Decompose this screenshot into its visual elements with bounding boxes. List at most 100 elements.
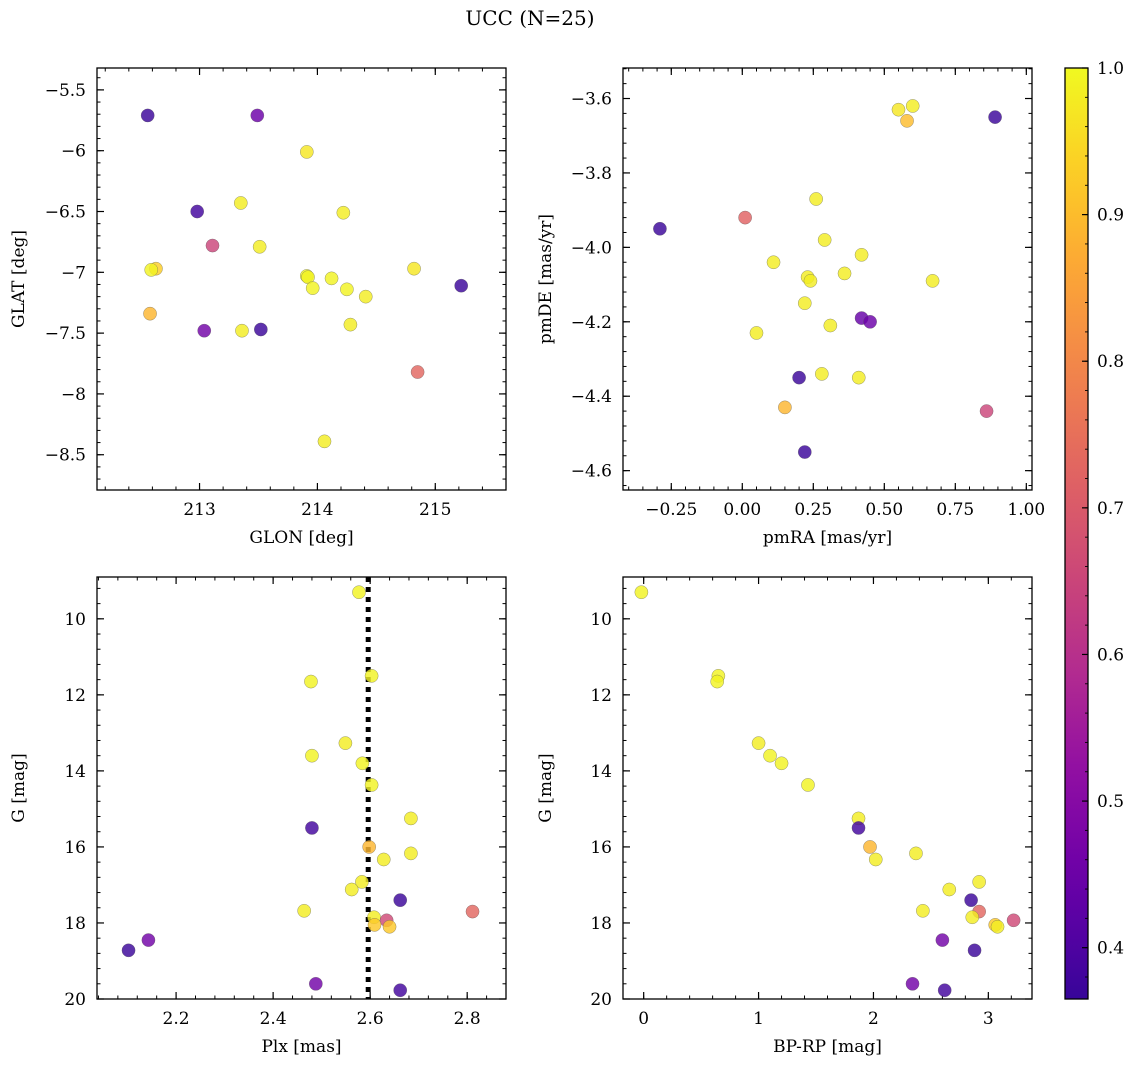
data-point bbox=[634, 585, 649, 600]
data-point bbox=[797, 296, 812, 311]
data-point bbox=[1006, 913, 1021, 928]
y-axis-label: pmDE [mas/yr] bbox=[536, 214, 556, 344]
y-tick-label: −8 bbox=[61, 385, 86, 405]
data-point bbox=[336, 205, 351, 220]
y-tick-label: −7.5 bbox=[45, 324, 86, 344]
data-point bbox=[299, 145, 314, 159]
x-axis-label: pmRA [mas/yr] bbox=[763, 528, 892, 548]
data-point bbox=[362, 840, 377, 854]
x-tick-label: 2 bbox=[868, 1009, 879, 1029]
data-point bbox=[465, 904, 480, 919]
data-point bbox=[965, 910, 980, 925]
y-tick-label: −6 bbox=[61, 142, 86, 162]
x-tick-label: 0 bbox=[638, 1009, 649, 1029]
data-point bbox=[801, 778, 815, 792]
data-point bbox=[393, 983, 408, 998]
data-point bbox=[144, 263, 159, 277]
data-point bbox=[905, 976, 920, 991]
data-point bbox=[803, 274, 818, 288]
y-tick-label: −4.4 bbox=[571, 387, 612, 407]
x-tick-label: 1.00 bbox=[1007, 500, 1045, 520]
y-tick-label: −4.0 bbox=[571, 238, 612, 258]
data-point bbox=[364, 778, 379, 792]
data-point bbox=[141, 933, 156, 947]
data-point bbox=[344, 882, 359, 897]
y-tick-label: −5.5 bbox=[45, 81, 86, 101]
scatter-panel-2: −0.25 0.00 0.25 0.50 0.75 1.00 −3.6 −3.8 −4.0 −4.… bbox=[536, 67, 1045, 548]
data-point bbox=[738, 210, 752, 225]
data-point bbox=[338, 736, 353, 750]
colorbar-tick-label: 0.6 bbox=[1097, 645, 1124, 665]
data-point bbox=[916, 903, 930, 918]
figure-title: UCC (N=25) bbox=[465, 6, 595, 30]
data-point bbox=[942, 882, 957, 897]
data-point bbox=[235, 323, 249, 338]
x-tick-label: 2.2 bbox=[163, 1009, 190, 1029]
y-tick-label: −4.6 bbox=[571, 462, 612, 482]
data-point bbox=[778, 400, 792, 415]
data-point bbox=[935, 933, 950, 947]
plot-frame bbox=[96, 576, 507, 1000]
scatter-panel-1: 213 214 215 −5.5 −6 −6.5 −7 −7.5 −8 −8.5 GLON [deg… bbox=[9, 67, 507, 548]
data-point bbox=[317, 434, 332, 449]
data-point bbox=[823, 318, 838, 333]
x-tick-label: 0.50 bbox=[865, 500, 903, 520]
y-tick-label: −8.5 bbox=[45, 446, 86, 466]
plot-frame bbox=[622, 67, 1033, 491]
data-point bbox=[233, 196, 248, 210]
data-point bbox=[250, 108, 265, 123]
data-point bbox=[340, 282, 354, 297]
data-point bbox=[851, 370, 866, 385]
y-tick-label: 12 bbox=[64, 686, 86, 706]
data-point bbox=[905, 99, 920, 113]
data-point bbox=[393, 893, 408, 908]
colorbar-tick-label: 0.8 bbox=[1097, 352, 1124, 372]
data-point bbox=[967, 943, 982, 958]
x-tick-label: 2.6 bbox=[357, 1009, 384, 1029]
x-tick-label: 0.75 bbox=[936, 500, 974, 520]
data-point bbox=[990, 919, 1005, 934]
data-point bbox=[809, 192, 823, 206]
scatter-panel-3: 2.2 2.4 2.6 2.8 10 12 14 16 18 20 Plx [mas] G [mag] bbox=[9, 576, 507, 1057]
data-point bbox=[817, 233, 832, 247]
y-axis-label: G [mag] bbox=[9, 753, 29, 822]
y-tick-label: −3.8 bbox=[571, 164, 612, 184]
x-axis-label: GLON [deg] bbox=[249, 528, 353, 548]
x-axis-label: BP-RP [mag] bbox=[773, 1037, 882, 1057]
data-point bbox=[305, 821, 319, 835]
x-tick-label: 2.4 bbox=[260, 1009, 287, 1029]
y-tick-label: −6.5 bbox=[45, 203, 86, 223]
data-point bbox=[972, 875, 987, 889]
x-axis-label: Plx [mas] bbox=[261, 1037, 341, 1057]
y-tick-label: 16 bbox=[590, 838, 612, 858]
data-point bbox=[774, 756, 789, 771]
colorbar bbox=[1064, 67, 1089, 1000]
data-point bbox=[814, 367, 829, 381]
data-point bbox=[407, 261, 421, 276]
x-tick-label: 215 bbox=[419, 500, 451, 520]
data-point bbox=[382, 919, 397, 934]
data-point bbox=[766, 255, 781, 270]
data-point bbox=[797, 445, 812, 459]
colorbar-tick-label: 0.4 bbox=[1097, 939, 1124, 959]
data-point bbox=[988, 110, 1002, 124]
data-point bbox=[792, 370, 806, 385]
data-point bbox=[909, 846, 923, 861]
data-point bbox=[837, 266, 852, 281]
x-tick-label: 0.00 bbox=[723, 500, 761, 520]
data-point bbox=[343, 317, 358, 332]
y-tick-label: −3.6 bbox=[571, 90, 612, 110]
data-point bbox=[190, 204, 205, 219]
data-point bbox=[358, 289, 373, 304]
data-point bbox=[253, 322, 268, 337]
colorbar-tick-label: 0.5 bbox=[1097, 792, 1124, 812]
data-point bbox=[355, 756, 370, 771]
data-point bbox=[751, 736, 766, 750]
data-point bbox=[143, 306, 157, 321]
data-point bbox=[710, 674, 725, 689]
data-point bbox=[653, 221, 667, 236]
y-tick-label: 14 bbox=[590, 762, 612, 782]
data-point bbox=[979, 404, 994, 418]
x-tick-label: 3 bbox=[983, 1009, 994, 1029]
